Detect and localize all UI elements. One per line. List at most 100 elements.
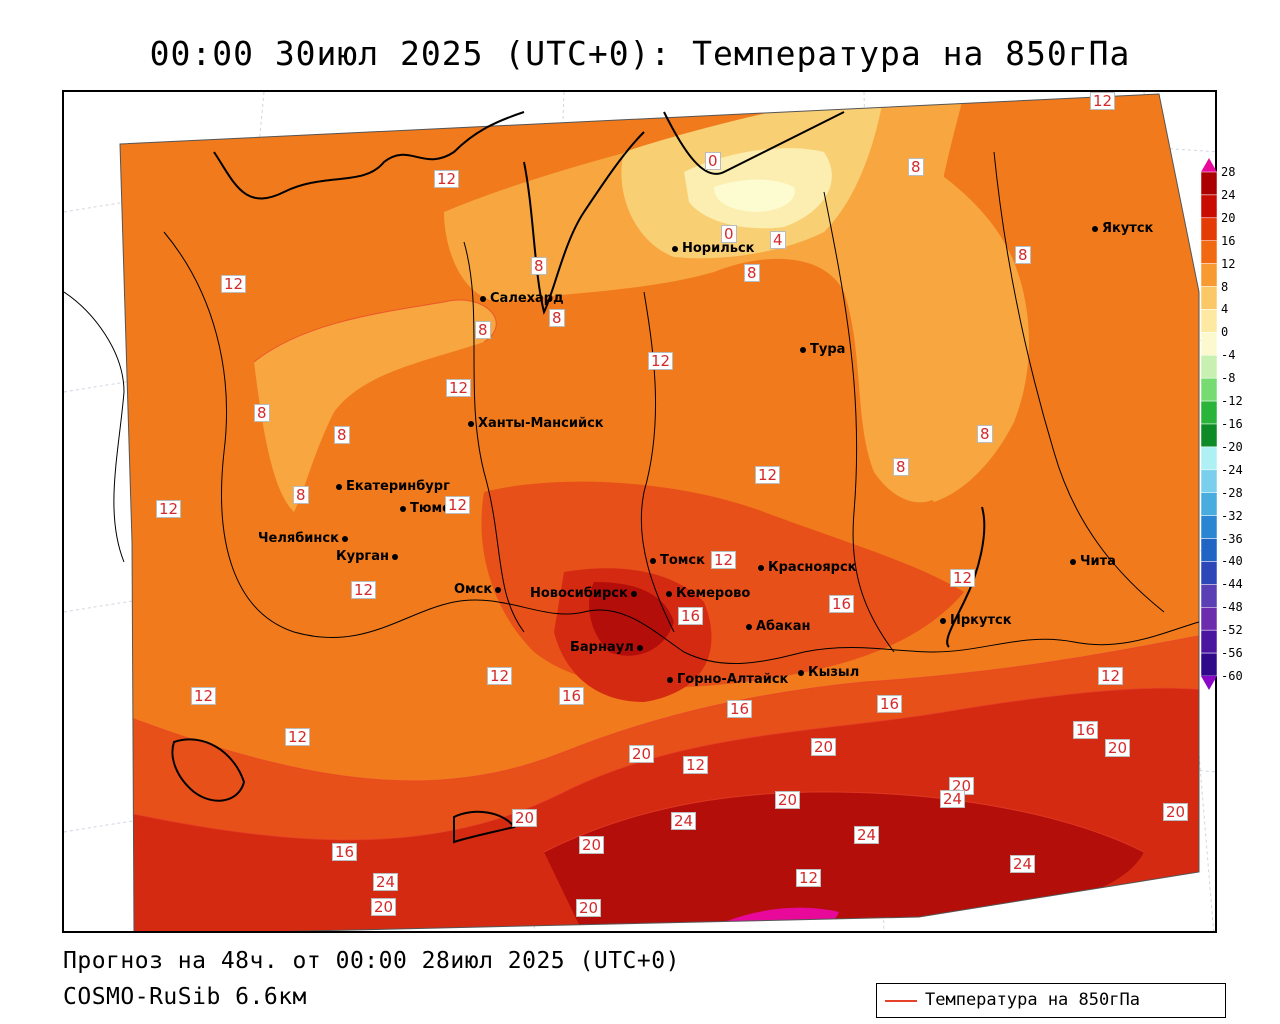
- colorbar-cell: [1200, 492, 1218, 516]
- colorbar-tick-label: 24: [1221, 187, 1236, 202]
- colorbar-cell: [1200, 309, 1218, 333]
- isoline-label: 8: [475, 321, 491, 339]
- colorbar-tick-label: 4: [1221, 302, 1229, 317]
- colorbar-tick-label: 20: [1221, 210, 1236, 225]
- colorbar-cell: [1200, 400, 1218, 425]
- zone-24-altai: [589, 582, 674, 656]
- city-novosibirsk: Новосибирск: [530, 586, 641, 601]
- isoline-label: 20: [1105, 739, 1131, 757]
- colorbar-tick-label: 8: [1221, 279, 1229, 294]
- map-canvas: [64, 92, 1215, 931]
- temperature-field: [120, 94, 1199, 931]
- isoline-label: 16: [877, 695, 903, 713]
- isoline-label: 20: [629, 745, 655, 763]
- city-dot: [630, 590, 637, 597]
- colorbar-tick-label: -36: [1221, 531, 1243, 546]
- isoline-label: 0: [705, 152, 721, 170]
- city-dot: [650, 557, 656, 564]
- city-dot: [341, 535, 348, 542]
- isoline-label: 24: [1010, 855, 1036, 873]
- colorbar-tick-label: 0: [1221, 325, 1229, 340]
- colorbar-cell: [1200, 423, 1218, 448]
- colorbar-tick-label: -32: [1221, 508, 1243, 523]
- colorbar-cell: [1200, 194, 1218, 219]
- city-dot: [758, 564, 764, 571]
- city-norilsk: Норильск: [672, 241, 755, 256]
- isoline-label: 20: [811, 738, 837, 756]
- city-dot: [468, 420, 474, 427]
- city-dot: [746, 623, 752, 630]
- city-abakan: Абакан: [746, 619, 811, 634]
- temperature-map: Норильск Якутск Салехард Тура Ханты-Манс…: [62, 90, 1217, 933]
- isoline-label: 16: [332, 843, 358, 861]
- colorbar-cell: [1200, 286, 1218, 310]
- city-kurgan: Курган: [336, 549, 402, 564]
- isotherm-lines: [120, 299, 1199, 853]
- city-chita: Чита: [1070, 554, 1116, 569]
- city-dot: [336, 483, 342, 490]
- city-yekaterinburg: Екатеринбург: [336, 479, 450, 494]
- colorbar-cell: [1200, 171, 1218, 196]
- colorbar-cell: [1200, 240, 1218, 264]
- legend-label: Температура на 850гПа: [925, 990, 1140, 1010]
- isoline-label: 8: [549, 309, 565, 327]
- isoline-label: 20: [775, 791, 801, 809]
- city-irkutsk: Иркутск: [940, 613, 1012, 628]
- city-kemerovo: Кемерово: [666, 586, 750, 601]
- city-dot: [636, 644, 643, 651]
- colorbar-cell: [1200, 217, 1218, 241]
- isoline-label: 20: [512, 809, 538, 827]
- colorbar-cell: [1200, 377, 1218, 402]
- isoline-label: 12: [446, 379, 472, 397]
- isoline-label: 16: [829, 595, 855, 613]
- colorbar-cell: [1200, 469, 1218, 493]
- city-kyzyl: Кызыл: [798, 665, 859, 680]
- model-info: COSMO-RuSib 6.6км: [63, 984, 307, 1010]
- domain-outline: [119, 93, 1200, 931]
- city-dot: [666, 590, 672, 597]
- city-chelyabinsk: Челябинск: [258, 531, 352, 546]
- city-dot: [391, 553, 398, 560]
- colorbar-cells: [1200, 158, 1218, 690]
- isoline-label: 12: [434, 170, 460, 188]
- colorbar-tick-label: -48: [1221, 600, 1243, 615]
- isoline-label: 12: [191, 687, 217, 705]
- isoline-label: 12: [351, 581, 377, 599]
- isoline-label: 24: [854, 826, 880, 844]
- colorbar-bottom-arrow: [1201, 676, 1217, 690]
- city-dot: [480, 295, 486, 302]
- isoline-label: 12: [755, 466, 781, 484]
- isoline-label: 20: [371, 898, 397, 916]
- city-dot: [798, 669, 804, 676]
- city-dot: [672, 245, 678, 252]
- isoline-label: 12: [796, 869, 822, 887]
- isoline-label: 8: [977, 425, 993, 443]
- isoline-label: 12: [156, 500, 182, 518]
- colorbar-tick-label: -8: [1221, 371, 1236, 386]
- isoline-label: 8: [531, 257, 547, 275]
- colorbar-tick-label: -40: [1221, 554, 1243, 569]
- city-barnaul: Барнаул: [570, 640, 647, 655]
- isoline-label: 12: [648, 352, 674, 370]
- city-tura: Тура: [800, 342, 845, 357]
- city-gorno-altaysk: Горно-Алтайск: [667, 672, 788, 687]
- isoline-label: 20: [1163, 803, 1189, 821]
- colorbar-tick-label: -24: [1221, 462, 1243, 477]
- forecast-info: Прогноз на 48ч. от 00:00 28июл 2025 (UTC…: [63, 948, 680, 974]
- isoline-label: 12: [683, 756, 709, 774]
- colorbar-tick-label: -12: [1221, 394, 1243, 409]
- isoline-label: 12: [487, 667, 513, 685]
- colorbar-cell: [1200, 607, 1218, 631]
- isoline-label: 16: [678, 607, 704, 625]
- isoline-label: 12: [950, 569, 976, 587]
- city-dot: [800, 346, 806, 353]
- zone-minus4-north: [714, 179, 795, 212]
- colorbar-cell: [1200, 584, 1218, 608]
- colorbar-cell: [1200, 538, 1218, 562]
- colorbar-cell: [1200, 332, 1218, 356]
- colorbar-tick-label: 28: [1221, 165, 1236, 179]
- isoline-label: 8: [908, 158, 924, 176]
- isoline-label: 20: [576, 899, 602, 917]
- isoline-label: 12: [1090, 92, 1116, 110]
- colorbar-tick-label: -16: [1221, 417, 1243, 431]
